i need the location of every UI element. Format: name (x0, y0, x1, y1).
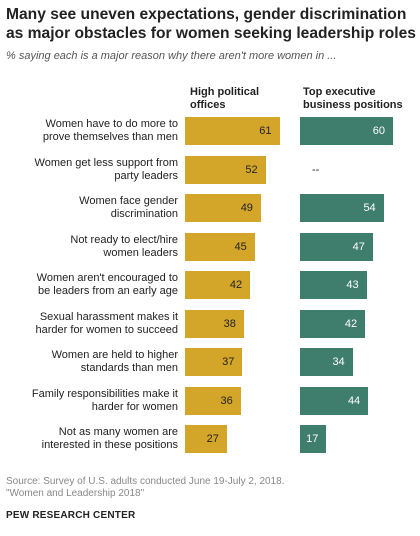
category-label-line: be leaders from an early age (37, 285, 178, 297)
category-label-line: interested in these positions (41, 439, 178, 451)
bar-political (185, 155, 266, 184)
bar-political (185, 309, 244, 338)
category-label-line: Family responsibilities make it (31, 387, 178, 400)
category-label-line: party leaders (114, 169, 178, 182)
category-label: Women have to do more to prove themselves… (0, 112, 178, 150)
category-label: Women get less support from party leaders (0, 151, 178, 189)
category-label: Women face gender discrimination (0, 189, 178, 227)
category-label-line: Not ready to elect/hire (70, 233, 178, 246)
chart-row-not-as-many-women-are-interested-in-thes: Not as many women are interested in these… (0, 420, 420, 458)
bar-political (185, 386, 241, 415)
chart-title-line-1: Many see uneven expectations, gender dis… (6, 6, 407, 23)
category-label-line: harder for women (91, 400, 178, 413)
value-label-business: 44 (347, 394, 361, 407)
category-label-line: Women are held to higher (51, 349, 178, 361)
value-label-business-missing: -- (312, 163, 320, 176)
category-label: Sexual harassment makes it harder for wom… (0, 305, 178, 343)
chart-title: Many see uneven expectations, gender dis… (6, 5, 418, 43)
category-label: Not as many women are interested in these… (0, 420, 178, 458)
value-label-business: 60 (372, 125, 385, 137)
value-label-political: 45 (234, 240, 247, 253)
category-label: Women are held to higher standards than m… (0, 343, 178, 381)
bar-political (185, 425, 227, 453)
value-label-political: 52 (245, 163, 258, 176)
bar-business (300, 232, 373, 261)
chart-row-women-are-held-to-higher-standards-than-: Women are held to higher standards than m… (0, 343, 420, 381)
value-label-business: 54 (363, 202, 376, 214)
column-header-business-line-1: Top executive (303, 86, 376, 98)
category-label-line: Women have to do more to (45, 118, 178, 130)
column-header-business: Top executive business positions (303, 86, 403, 112)
chart-row-not-ready-to-elect-hire-women-leaders: Not ready to elect/hire women leaders 45 47 (0, 228, 420, 266)
category-label-line: harder for women to succeed (35, 323, 178, 336)
chart-title-line-2: as major obstacles for women seeking lea… (6, 25, 416, 42)
bar-business (300, 117, 393, 145)
category-label-line: Sexual harassment makes it (39, 310, 178, 323)
chart-row-sexual-harassment-makes-it-harder-for-wo: Sexual harassment makes it harder for wom… (0, 305, 420, 343)
bar-business (300, 194, 384, 222)
value-label-business: 47 (352, 240, 365, 253)
bar-business (300, 271, 367, 299)
bar-political (185, 232, 255, 261)
bar-business (300, 348, 353, 376)
bar-political (185, 271, 251, 299)
bar-business (300, 386, 369, 415)
column-header-political-line-1: High political (190, 86, 260, 98)
value-label-business: 34 (332, 356, 345, 368)
chart-row-women-get-less-support-from-party-leader: Women get less support from party leaders… (0, 151, 420, 189)
source-line-1: Source: Survey of U.S. adults conducted … (6, 476, 285, 487)
chart-row-women-face-gender-discrimination: Women face gender discrimination 49 54 (0, 189, 420, 227)
source-line-2: "Women and Leadership 2018" (6, 488, 145, 499)
column-header-political: High political offices (190, 86, 259, 112)
chart-row-women-have-to-do-more-to-prove-themselve: Women have to do more to prove themselves… (0, 112, 420, 150)
category-label-line: Women face gender (79, 195, 178, 207)
category-label-line: prove themselves than men (42, 131, 178, 143)
bar-political (185, 348, 243, 376)
value-label-political: 49 (240, 202, 253, 214)
column-header-business-line-2: business positions (303, 99, 403, 111)
category-label: Family responsibilities make it harder fo… (0, 382, 178, 420)
source-note: Source: Survey of U.S. adults conducted … (6, 476, 285, 500)
chart-row-family-responsibilities-make-it-harder-f: Family responsibilities make it harder fo… (0, 382, 420, 420)
category-label: Not ready to elect/hire women leaders (0, 228, 178, 266)
category-label-line: Women get less support from (34, 156, 178, 169)
value-label-political: 27 (206, 433, 219, 445)
column-header-political-line-2: offices (190, 99, 226, 111)
category-label: Women aren't encouraged to be leaders fro… (0, 266, 178, 304)
chart-row-women-aren-t-encouraged-to-be-leaders-fr: Women aren't encouraged to be leaders fro… (0, 266, 420, 304)
category-label-line: Not as many women are (58, 426, 178, 438)
brand-label: PEW RESEARCH CENTER (6, 510, 136, 521)
category-label-line: Women aren't encouraged to (36, 272, 178, 284)
bar-political (185, 117, 280, 145)
chart-subtitle: % saying each is a major reason why ther… (6, 50, 337, 62)
category-label-line: standards than men (80, 362, 178, 374)
value-label-business: 42 (344, 317, 358, 330)
value-label-political: 42 (229, 279, 243, 291)
value-label-business: 43 (346, 279, 359, 291)
bar-business (300, 425, 327, 453)
bar-political (185, 194, 261, 222)
category-label-line: discrimination (110, 208, 178, 220)
value-label-business: 17 (306, 433, 319, 445)
category-label-line: women leaders (103, 246, 178, 259)
value-label-political: 36 (220, 394, 233, 407)
value-label-political: 37 (222, 356, 235, 368)
value-label-political: 38 (223, 317, 236, 330)
bar-business (300, 309, 366, 338)
value-label-political: 61 (259, 125, 272, 137)
